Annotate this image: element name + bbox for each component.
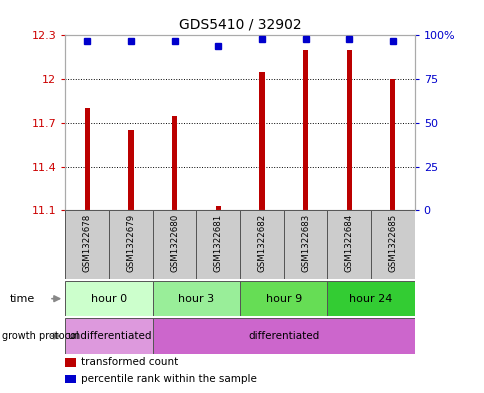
Text: percentile rank within the sample: percentile rank within the sample [81, 374, 257, 384]
Bar [215, 206, 220, 210]
Text: GSM1322680: GSM1322680 [170, 214, 179, 272]
Bar [65, 281, 152, 316]
Text: hour 9: hour 9 [265, 294, 301, 304]
Text: transformed count: transformed count [81, 357, 178, 367]
Bar [240, 281, 327, 316]
Text: hour 24: hour 24 [348, 294, 392, 304]
Text: GSM1322683: GSM1322683 [301, 214, 309, 272]
Bar [302, 50, 307, 210]
Text: GSM1322681: GSM1322681 [213, 214, 222, 272]
Text: GSM1322685: GSM1322685 [388, 214, 396, 272]
Bar [65, 318, 152, 354]
Bar [152, 281, 240, 316]
Text: hour 0: hour 0 [91, 294, 127, 304]
Text: GSM1322679: GSM1322679 [126, 214, 135, 272]
Bar [346, 50, 351, 210]
Bar [327, 210, 370, 279]
Bar [390, 79, 394, 210]
Text: GSM1322678: GSM1322678 [83, 214, 91, 272]
Bar [283, 210, 327, 279]
Title: GDS5410 / 32902: GDS5410 / 32902 [179, 17, 301, 31]
Bar [370, 210, 414, 279]
Text: time: time [10, 294, 35, 304]
Bar [109, 210, 152, 279]
Bar [327, 281, 414, 316]
Bar [128, 130, 133, 210]
Bar [152, 210, 196, 279]
Bar [152, 318, 414, 354]
Text: undifferentiated: undifferentiated [67, 331, 151, 341]
Bar [65, 210, 109, 279]
Text: growth protocol: growth protocol [2, 331, 79, 341]
Text: hour 3: hour 3 [178, 294, 214, 304]
Bar [196, 210, 240, 279]
Bar [85, 108, 90, 210]
Text: GSM1322684: GSM1322684 [344, 214, 353, 272]
Text: differentiated: differentiated [248, 331, 318, 341]
Bar [259, 72, 264, 210]
Bar [172, 116, 177, 210]
Bar [240, 210, 283, 279]
Text: GSM1322682: GSM1322682 [257, 214, 266, 272]
